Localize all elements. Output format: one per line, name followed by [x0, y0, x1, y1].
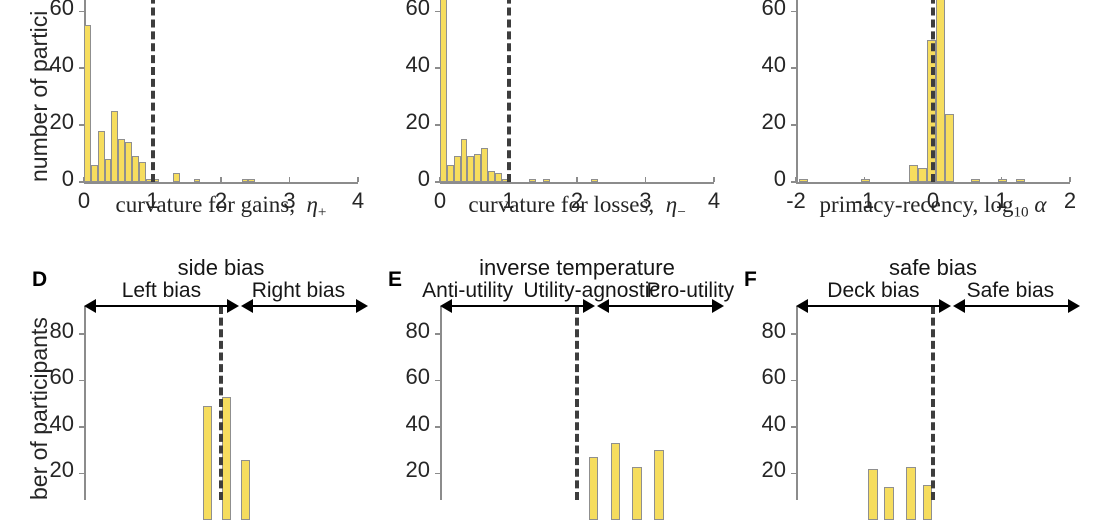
y-tick-label: 20 — [734, 457, 786, 483]
y-tick-label: 80 — [734, 318, 786, 344]
y-tick — [791, 473, 796, 474]
panel-title: inverse temperature — [377, 255, 777, 281]
y-tick-label: 60 — [734, 364, 786, 390]
panel-title: side bias — [21, 255, 421, 281]
histogram-bar — [884, 487, 894, 520]
histogram-bar — [868, 469, 878, 520]
region-label: Safe bias — [911, 279, 1110, 303]
panel-title: safe bias — [733, 255, 1110, 281]
reference-line — [931, 306, 935, 500]
y-tick — [791, 380, 796, 381]
y-axis-title-bottom: ber of participants — [26, 317, 53, 500]
arrow-line-right — [961, 305, 1070, 307]
arrow-line-left — [806, 305, 943, 307]
y-tick-label: 40 — [734, 411, 786, 437]
y-axis — [796, 306, 798, 500]
histogram-bar — [906, 467, 916, 520]
y-tick — [791, 426, 796, 427]
y-tick — [791, 333, 796, 334]
panel-6: 20 40 60 80 — [0, 0, 1110, 500]
